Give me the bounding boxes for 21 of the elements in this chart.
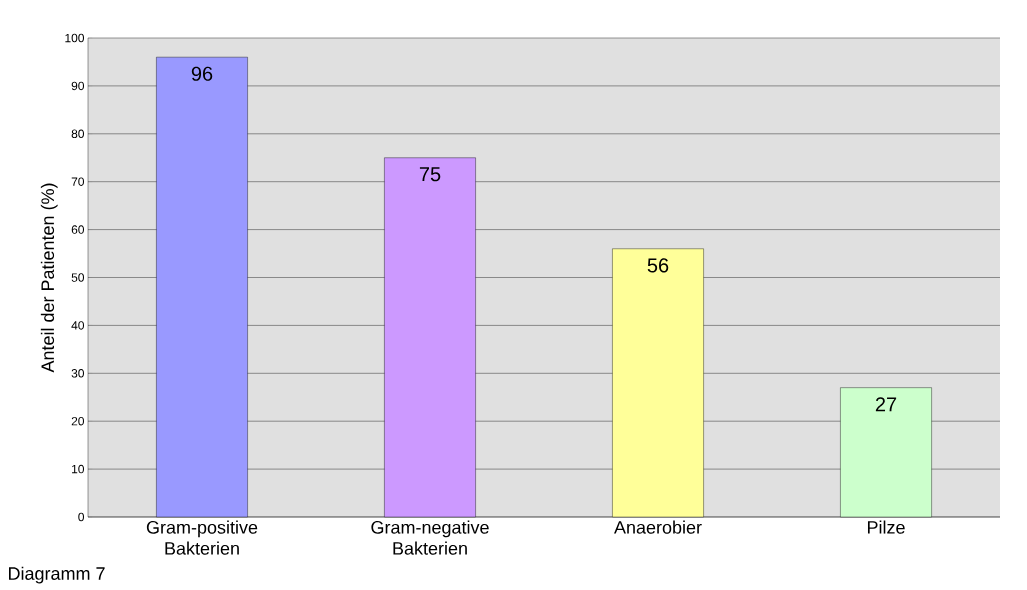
y-tick-label: 0 xyxy=(78,512,85,522)
y-tick-label: 80 xyxy=(71,129,85,139)
y-tick-label: 60 xyxy=(71,225,85,234)
y-tick-label: 40 xyxy=(71,321,85,330)
y-tick-label: 90 xyxy=(71,81,85,91)
y-tick-label: 10 xyxy=(72,464,85,474)
y-tick-label: 100 xyxy=(65,33,85,43)
data-label: 96 xyxy=(191,66,213,81)
x-tick-label: Pilze xyxy=(867,520,905,534)
y-axis-title: Anteil der Patienten (%) xyxy=(40,183,58,373)
text: Diagramm 7 xyxy=(9,566,105,584)
y-tick-label: 20 xyxy=(71,416,85,426)
x-tick-label: Gram-positive Bakterien xyxy=(146,520,258,555)
x-tick-label: Anaerobier xyxy=(614,520,702,534)
data-label: 75 xyxy=(419,167,441,182)
y-tick-label: 50 xyxy=(71,273,85,282)
y-tick-label: 70 xyxy=(71,177,85,186)
x-tick-label: Gram-negative Bakterien xyxy=(371,520,489,555)
data-label: 27 xyxy=(875,397,897,412)
y-tick-label: 30 xyxy=(71,369,85,378)
data-label: 56 xyxy=(647,258,669,273)
